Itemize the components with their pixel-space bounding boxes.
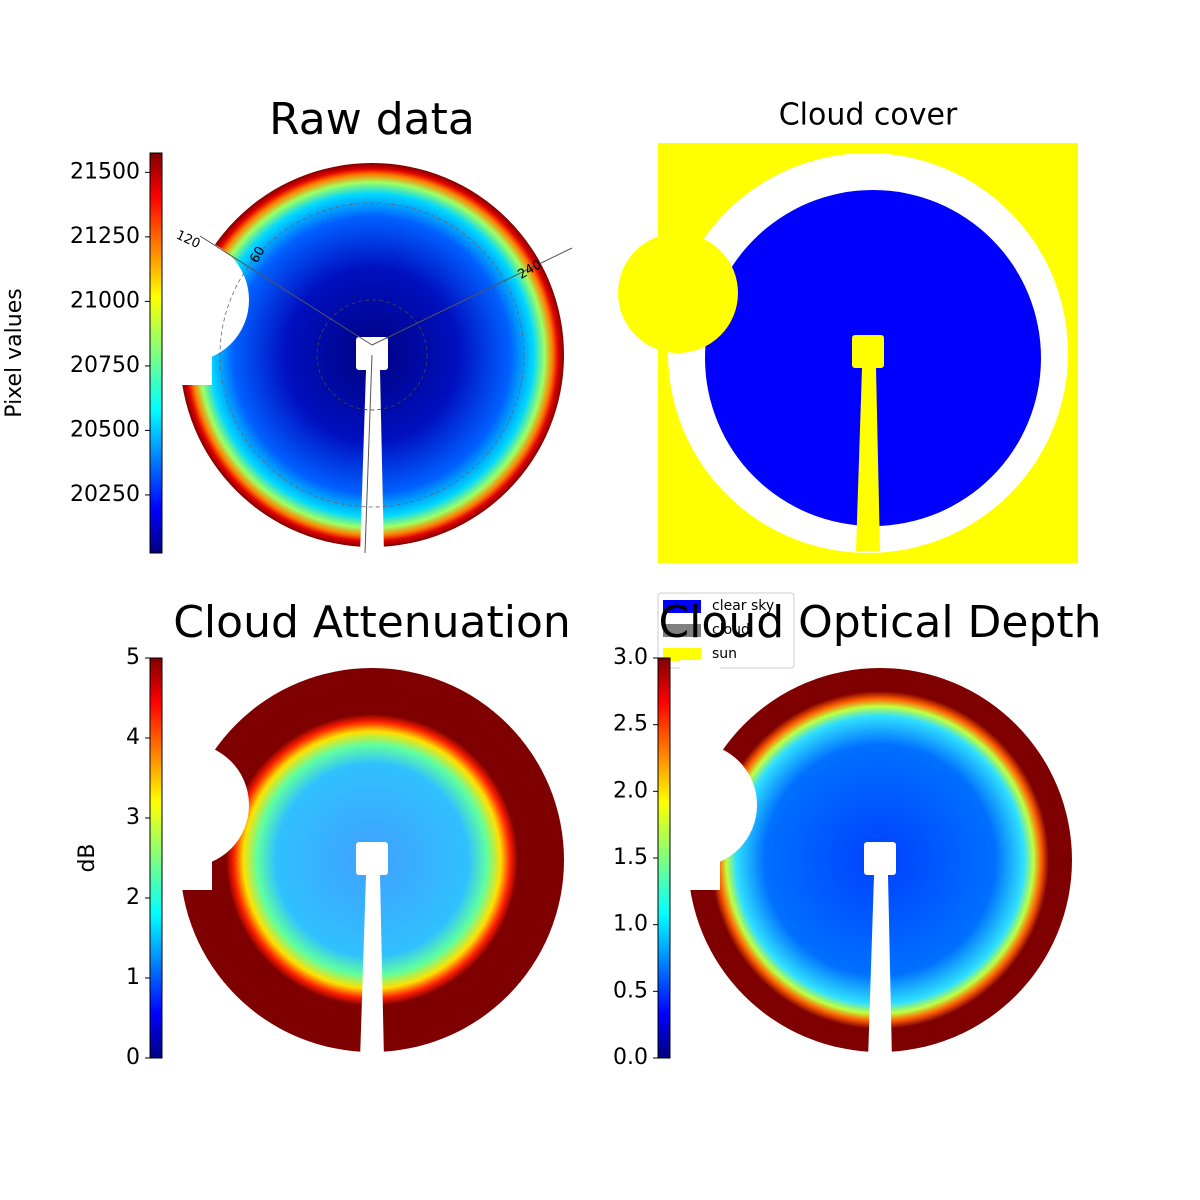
mast-head [356, 337, 388, 370]
legend-swatch [663, 600, 701, 613]
colorbar-tick-label: 0.0 [613, 1045, 648, 1070]
mast-head [864, 842, 896, 875]
panel-title: Cloud Attenuation [173, 597, 571, 648]
colorbar-label: dB [75, 843, 100, 872]
colorbar-tick-label: 21250 [70, 224, 140, 249]
obstruction [172, 155, 212, 385]
colorbar-tick-label: 21000 [70, 288, 140, 313]
colorbar-tick-label: 2.0 [613, 778, 648, 803]
colorbar-tick-label: 0 [126, 1045, 140, 1070]
colorbar-tick-label: 2.5 [613, 712, 648, 737]
obstruction [618, 233, 738, 353]
colorbar-tick-label: 1.5 [613, 845, 648, 870]
colorbar [149, 657, 163, 1059]
legend-label: clear sky [712, 598, 774, 614]
panel-title: Cloud Optical Depth [658, 597, 1101, 648]
azimuth-line [199, 235, 373, 346]
legend-swatch [663, 624, 701, 637]
mast [360, 370, 384, 555]
colorbar-tick-label: 3.0 [613, 645, 648, 670]
grid-circle [219, 202, 525, 508]
colorbar-tick-label: 20750 [70, 353, 140, 378]
mast [856, 368, 880, 551]
colorbar-tick-label: 2 [126, 885, 140, 910]
colorbar-label: Pixel values [2, 288, 27, 417]
colorbar-tick-label: 20500 [70, 417, 140, 442]
colorbar-tick-label: 0.5 [613, 978, 648, 1003]
colorbar-tick-label: 20250 [70, 482, 140, 507]
colorbar [149, 152, 163, 554]
obstruction [680, 660, 720, 890]
azimuth-line [371, 247, 573, 346]
mast-head [356, 842, 388, 875]
colorbar-tick-label: 1 [126, 965, 140, 990]
obstruction [172, 660, 212, 890]
panel-title: Raw data [269, 94, 475, 145]
azimuth-line [364, 354, 373, 554]
colorbar-tick-label: 5 [126, 645, 140, 670]
legend-label: sun [712, 646, 737, 662]
grid-circle [316, 299, 428, 411]
colorbar-tick-label: 4 [126, 725, 140, 750]
mast [868, 875, 892, 1060]
colorbar-tick-label: 21500 [70, 159, 140, 184]
panel-title: Cloud cover [779, 98, 958, 133]
colorbar-tick-label: 1.0 [613, 912, 648, 937]
colorbar [657, 657, 671, 1059]
mast [360, 875, 384, 1060]
colorbar-tick-label: 3 [126, 805, 140, 830]
legend-swatch [663, 648, 701, 661]
legend-label: cloud [712, 622, 750, 638]
mast-head [852, 335, 884, 368]
azimuth-label: 60 [247, 244, 268, 266]
